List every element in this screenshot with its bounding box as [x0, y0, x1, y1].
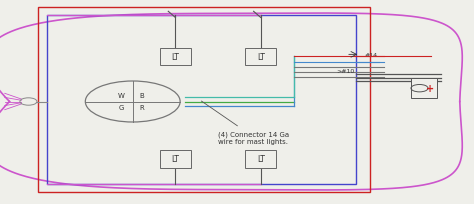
Text: B: B — [140, 93, 145, 99]
Bar — [47, 16, 356, 184]
Bar — [160, 49, 191, 66]
Text: (4) Connector 14 Ga
wire for mast lights.: (4) Connector 14 Ga wire for mast lights… — [201, 102, 289, 144]
Bar — [246, 49, 276, 66]
Text: LT: LT — [172, 53, 179, 62]
Text: +: + — [426, 84, 434, 94]
Text: LT: LT — [172, 155, 179, 164]
Bar — [246, 150, 276, 168]
Text: W: W — [118, 93, 124, 99]
Text: >#10: >#10 — [337, 69, 355, 74]
Bar — [38, 8, 370, 192]
Text: G: G — [118, 105, 124, 111]
Text: LT: LT — [257, 155, 264, 164]
Text: R: R — [140, 105, 145, 111]
Bar — [160, 150, 191, 168]
Text: LT: LT — [257, 53, 264, 62]
Text: #14: #14 — [365, 53, 378, 58]
Bar — [411, 79, 438, 99]
